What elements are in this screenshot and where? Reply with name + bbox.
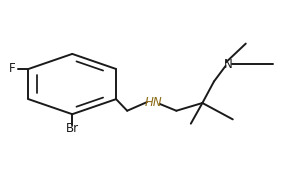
Text: N: N bbox=[224, 58, 233, 71]
Text: F: F bbox=[9, 62, 16, 75]
Text: HN: HN bbox=[145, 96, 162, 110]
Text: Br: Br bbox=[66, 122, 79, 135]
